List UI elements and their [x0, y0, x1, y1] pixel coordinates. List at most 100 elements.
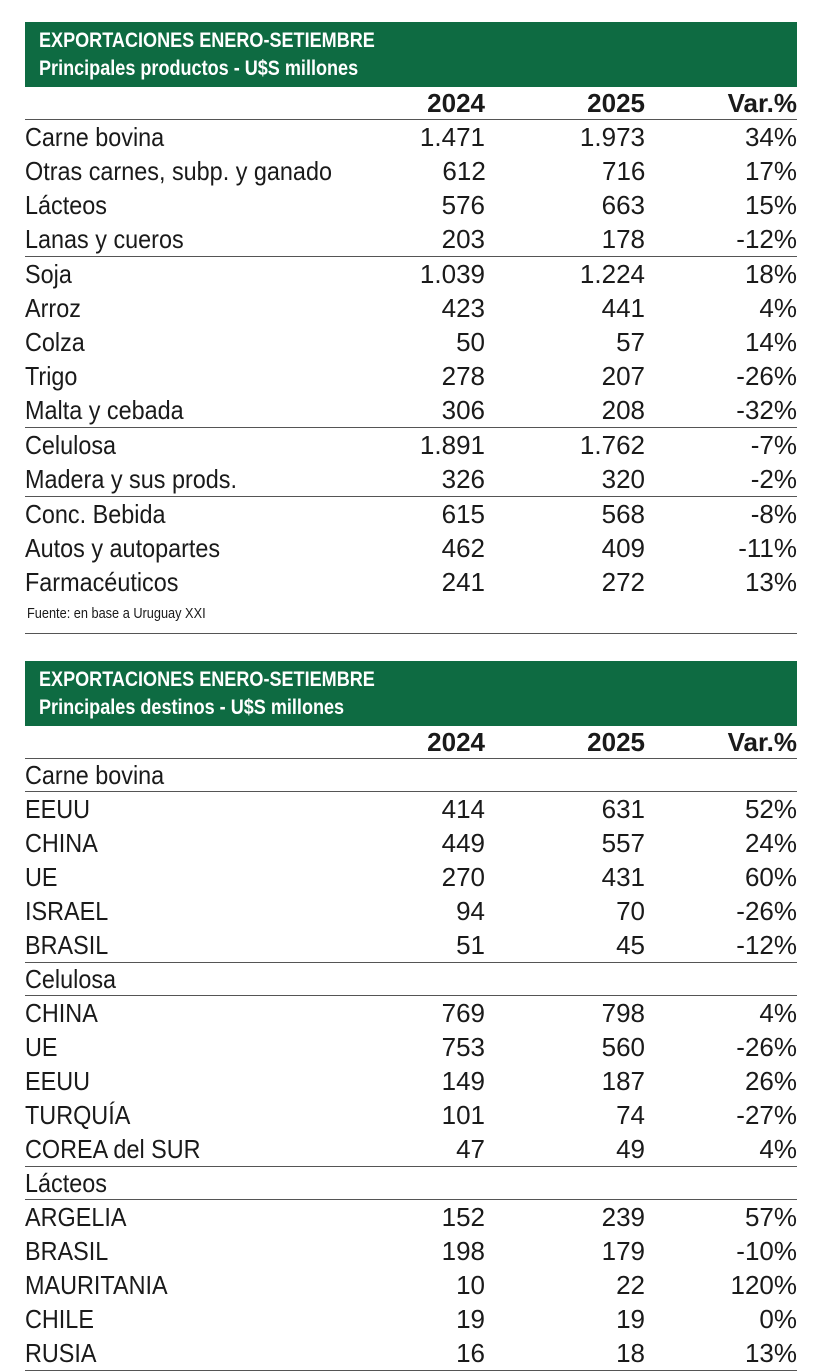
table-row: UE 753 560 -26% [25, 1030, 797, 1064]
table-row: Otras carnes, subp. y ganado 612 716 17% [25, 154, 797, 188]
value-2024: 576 [441, 189, 485, 220]
value-var: -26% [736, 1031, 797, 1062]
row-label: Madera y sus prods. [25, 463, 238, 494]
value-2024: 1.891 [419, 429, 485, 460]
value-2025: 70 [616, 895, 645, 926]
value-var: -26% [736, 895, 797, 926]
value-2024: 270 [441, 861, 485, 892]
row-label: UE [25, 861, 58, 892]
value-2025: 178 [601, 223, 645, 254]
row-label: CHINA [25, 827, 98, 858]
group-heading: Carne bovina [25, 759, 797, 792]
row-label: CHINA [25, 997, 98, 1028]
row-label: BRASIL [25, 929, 109, 960]
value-2024: 326 [441, 463, 485, 494]
row-label: TURQUÍA [25, 1099, 131, 1130]
value-var: 18% [744, 258, 797, 289]
value-var: 14% [744, 326, 797, 357]
value-var: -12% [736, 223, 797, 254]
value-2025: 74 [616, 1099, 645, 1130]
row-label: EEUU [25, 793, 91, 824]
table-row: Conc. Bebida 615 568 -8% [25, 496, 797, 531]
value-var: -27% [736, 1099, 797, 1130]
row-label: CHILE [25, 1303, 94, 1334]
products-title: EXPORTACIONES ENERO-SETIEMBRE [39, 29, 375, 52]
table-row: TURQUÍA 101 74 -27% [25, 1098, 797, 1132]
value-2024: 423 [441, 292, 485, 323]
value-2024: 753 [441, 1031, 485, 1062]
row-label: Trigo [25, 360, 78, 391]
value-2024: 612 [442, 155, 486, 186]
value-2024: 462 [441, 532, 485, 563]
row-label: RUSIA [25, 1337, 97, 1368]
table-row: EEUU 149 187 26% [25, 1064, 797, 1098]
value-2025: 1.762 [579, 429, 645, 460]
row-label: Arroz [25, 292, 81, 323]
value-2024: 19 [456, 1303, 485, 1334]
products-subtitle: Principales productos - U$S millones [39, 57, 359, 80]
value-2025: 441 [601, 292, 645, 323]
table-row: Lanas y cueros 203 178 -12% [25, 222, 797, 256]
row-label: MAURITANIA [25, 1269, 168, 1300]
table-row: CHINA 449 557 24% [25, 826, 797, 860]
value-var: 13% [744, 1337, 797, 1368]
group-label: Carne bovina [25, 759, 165, 790]
group-label: Lácteos [25, 1167, 107, 1198]
value-2024: 203 [441, 223, 485, 254]
value-var: 34% [744, 121, 797, 152]
value-2025: 18 [616, 1337, 645, 1368]
value-2024: 306 [441, 394, 485, 425]
value-2025: 57 [616, 326, 645, 357]
products-table: EXPORTACIONES ENERO-SETIEMBRE Principale… [25, 22, 797, 634]
row-label: Soja [25, 258, 72, 289]
value-2024: 198 [441, 1235, 485, 1266]
row-label: Lácteos [25, 189, 107, 220]
products-body: Carne bovina 1.471 1.973 34% Otras carnes, s… [25, 120, 797, 599]
value-2024: 51 [456, 929, 485, 960]
value-var: 4% [759, 997, 797, 1028]
value-2025: 19 [616, 1303, 645, 1334]
value-var: 4% [759, 292, 797, 323]
value-var: 60% [744, 861, 797, 892]
destinations-body: Carne bovina EEUU 414 631 52% CHINA 449 557 24% U… [25, 759, 797, 1371]
row-label: ARGELIA [25, 1201, 127, 1232]
value-2025: 560 [601, 1031, 645, 1062]
value-var: 52% [744, 793, 797, 824]
table-row: EEUU 414 631 52% [25, 792, 797, 826]
row-label: Celulosa [25, 429, 117, 460]
destinations-banner: EXPORTACIONES ENERO-SETIEMBRE Principale… [25, 661, 797, 726]
table-row: Autos y autopartes 462 409 -11% [25, 531, 797, 565]
table-row: BRASIL 198 179 -10% [25, 1234, 797, 1268]
value-var: 57% [744, 1201, 797, 1232]
value-2024: 50 [456, 326, 485, 357]
value-var: -32% [736, 394, 797, 425]
value-2025: 49 [616, 1133, 645, 1164]
value-2024: 1.471 [419, 121, 485, 152]
table-row: CHILE 19 19 0% [25, 1302, 797, 1336]
row-label: Malta y cebada [25, 394, 184, 425]
row-label: ISRAEL [25, 895, 109, 926]
value-var: 24% [744, 827, 797, 858]
table-row: MAURITANIA 10 22 120% [25, 1268, 797, 1302]
table-row: Carne bovina 1.471 1.973 34% [25, 120, 797, 154]
value-2024: 1.039 [419, 258, 485, 289]
value-2025: 568 [601, 498, 645, 529]
table-row: Celulosa 1.891 1.762 -7% [25, 427, 797, 462]
value-2025: 239 [601, 1201, 645, 1232]
group-label: Celulosa [25, 963, 117, 994]
value-2024: 94 [456, 895, 485, 926]
table-row: Farmacéuticos 241 272 13% [25, 565, 797, 599]
row-label: Otras carnes, subp. y ganado [25, 155, 332, 186]
value-var: 0% [759, 1303, 797, 1334]
group-heading: Celulosa [25, 962, 797, 996]
table-row: CHINA 769 798 4% [25, 996, 797, 1030]
value-2025: 45 [616, 929, 645, 960]
value-var: -26% [736, 360, 797, 391]
destinations-header-row: 2024 2025 Var.% [25, 726, 797, 759]
products-header-row: 2024 2025 Var.% [25, 87, 797, 120]
table-row: Colza 50 57 14% [25, 325, 797, 359]
header-2024: 2024 [427, 87, 485, 118]
table-row: UE 270 431 60% [25, 860, 797, 894]
value-2025: 22 [616, 1269, 645, 1300]
value-2024: 414 [441, 793, 485, 824]
